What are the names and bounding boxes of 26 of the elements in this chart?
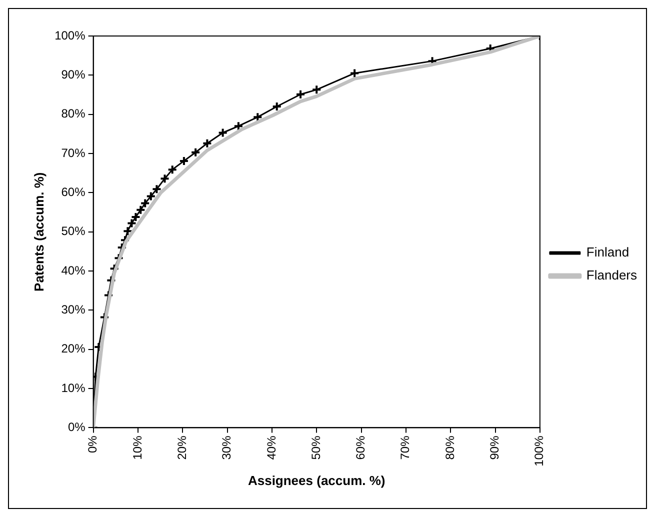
x-tick-label: 40% — [264, 435, 278, 460]
x-tick-label: 80% — [442, 435, 457, 460]
x-tick-label: 100% — [532, 435, 546, 466]
y-tick-label: 0% — [68, 420, 86, 434]
y-tick-label: 10% — [61, 380, 86, 395]
x-tick-label: 90% — [488, 435, 502, 460]
x-tick-label: 30% — [220, 435, 234, 460]
x-tick-label: 0% — [86, 435, 100, 454]
x-axis-title: Assignees (accum. %) — [248, 472, 386, 488]
x-tick-label: 60% — [354, 435, 368, 460]
y-tick-label: 20% — [61, 342, 86, 356]
y-axis-title: Patents (accum. %) — [31, 172, 46, 292]
y-tick-label: 30% — [61, 302, 86, 317]
y-tick-label: 50% — [61, 224, 86, 238]
x-tick-label: 10% — [130, 435, 144, 460]
x-tick-label: 20% — [174, 435, 189, 460]
y-tick-label: 60% — [61, 184, 86, 199]
y-tick-label: 100% — [54, 28, 86, 42]
legend-label: Flanders — [586, 268, 638, 283]
y-tick-label: 40% — [61, 263, 86, 278]
y-tick-label: 90% — [61, 67, 86, 82]
x-tick-label: 70% — [398, 435, 412, 460]
y-tick-label: 80% — [61, 106, 86, 121]
y-tick-label: 70% — [61, 146, 86, 160]
legend-label: Finland — [586, 244, 630, 260]
x-tick-label: 50% — [308, 435, 323, 460]
